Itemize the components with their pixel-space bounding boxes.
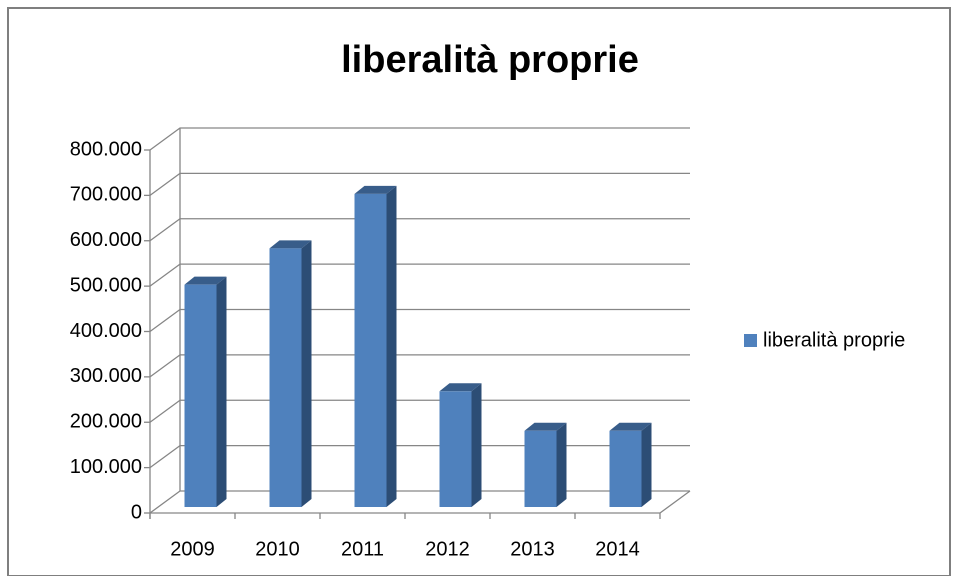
grid-line <box>149 444 690 469</box>
x-tick-label: 2013 <box>510 538 555 560</box>
grid-line <box>149 218 690 242</box>
bar-side <box>216 276 227 507</box>
grid-line <box>149 490 690 514</box>
bar-top <box>439 383 482 392</box>
grid-line <box>149 354 690 378</box>
legend-label: liberalità proprie <box>763 329 905 351</box>
legend-swatch <box>744 334 757 347</box>
y-tick-label: 400.000 <box>70 320 142 342</box>
bar-top <box>524 422 567 431</box>
bar-top <box>354 185 397 194</box>
x-tick-label: 2011 <box>341 538 384 560</box>
bar-top <box>184 276 227 285</box>
x-tick-label: 2012 <box>425 538 470 560</box>
y-tick-label: 600.000 <box>70 229 142 251</box>
grid-line <box>149 127 690 151</box>
x-tick-label: 2014 <box>595 538 640 560</box>
y-tick-label: 500.000 <box>70 274 142 296</box>
bar-side <box>386 185 397 507</box>
grid-line <box>149 399 690 423</box>
bar-side <box>641 422 652 507</box>
y-tick-label: 300.000 <box>70 365 142 387</box>
y-tick-label: 700.000 <box>70 184 142 206</box>
bar-side <box>301 240 312 508</box>
y-tick-label: 100.000 <box>70 456 142 478</box>
bar <box>609 430 642 507</box>
grid-line <box>149 172 690 196</box>
y-tick-label: 800.000 <box>70 138 142 160</box>
y-tick-label: 200.000 <box>70 411 142 433</box>
grid-line <box>149 308 690 333</box>
bar <box>524 430 557 507</box>
bar <box>354 193 387 507</box>
y-tick-label: 0 <box>131 501 142 523</box>
bar-side <box>556 422 567 507</box>
bar <box>269 248 302 508</box>
bar-side <box>471 383 482 507</box>
x-tick-label: 2010 <box>255 538 300 560</box>
bar-top <box>609 422 652 431</box>
bar <box>439 391 472 507</box>
bar <box>184 284 217 507</box>
bar-top <box>269 240 312 249</box>
chart-title: liberalità proprie <box>341 39 639 81</box>
x-tick-label: 2009 <box>170 538 215 560</box>
grid-line <box>149 263 690 287</box>
